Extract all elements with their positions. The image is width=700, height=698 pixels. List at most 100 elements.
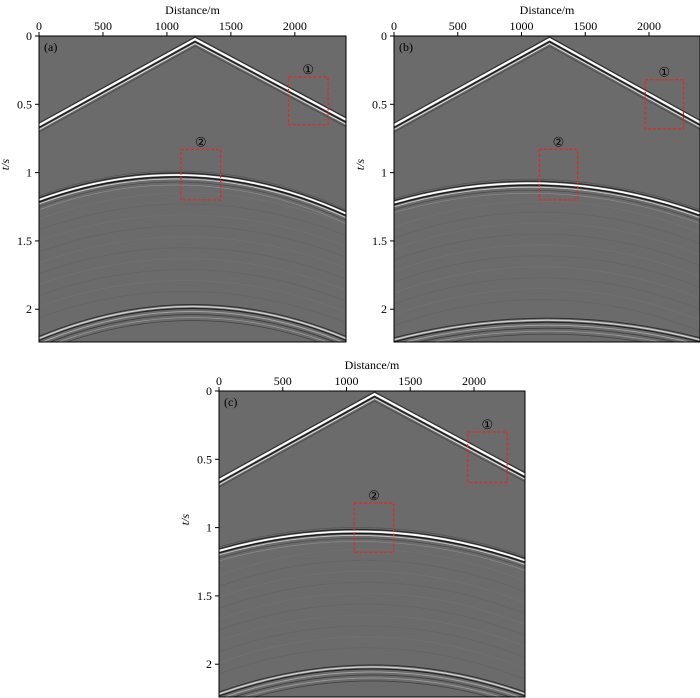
background-noise-wavelet bbox=[219, 614, 525, 647]
x-tick-label: 1000 bbox=[155, 19, 179, 33]
y-tick-label: 1 bbox=[206, 521, 212, 535]
background-noise-wavelet bbox=[394, 200, 700, 234]
y-tick-label: 0.5 bbox=[372, 97, 387, 111]
plot-frame bbox=[218, 390, 526, 698]
panel-a: ①②(a)0 500 1000 1500 2000Distance/m00.511.52… bbox=[0, 3, 347, 343]
plot-frame bbox=[38, 35, 347, 343]
y-tick-label: 1 bbox=[26, 166, 32, 180]
x-tick-label: 2000 bbox=[637, 19, 661, 33]
direct-wave-event bbox=[394, 36, 700, 124]
reflection-event-2 bbox=[223, 671, 521, 697]
direct-wave-event bbox=[394, 37, 700, 127]
reflection-event-2 bbox=[57, 317, 328, 342]
background-noise-wavelet bbox=[39, 247, 346, 280]
highlight-box-2 bbox=[353, 502, 395, 553]
panel-c: ①②(c)0 500 1000 1500 2000Distance/m00.511.52… bbox=[178, 358, 526, 698]
background-noise-wavelet bbox=[219, 603, 525, 636]
highlight-box-2 bbox=[538, 148, 579, 201]
reflection-event-2 bbox=[232, 674, 512, 697]
reflection-event-2 bbox=[394, 321, 700, 342]
reflection-event-1 bbox=[219, 535, 525, 565]
y-tick-label: 1.5 bbox=[372, 234, 387, 248]
background-noise-wavelet bbox=[39, 269, 346, 302]
x-tick-label: 500 bbox=[274, 374, 292, 388]
direct-wave-event bbox=[39, 43, 346, 131]
background-noise-wavelet bbox=[39, 291, 346, 324]
reflection-event-1 bbox=[219, 530, 525, 562]
y-tick-label: 1 bbox=[381, 166, 387, 180]
direct-wave-event bbox=[39, 45, 346, 133]
direct-wave-event bbox=[394, 43, 700, 131]
x-tick-label: 0 bbox=[36, 19, 42, 33]
y-axis-label: t/s bbox=[353, 159, 367, 171]
background-noise-wavelet bbox=[219, 636, 525, 669]
reflection-event-2 bbox=[39, 304, 346, 337]
y-tick-label: 0 bbox=[206, 384, 212, 398]
reflection-event-2 bbox=[394, 319, 700, 341]
reflection-event-2 bbox=[242, 677, 502, 697]
x-tick-label: 2000 bbox=[462, 374, 486, 388]
direct-wave-event bbox=[219, 392, 525, 482]
reflection-event-1 bbox=[219, 532, 525, 564]
highlight-box-2 bbox=[180, 148, 222, 201]
background-noise-wavelet bbox=[394, 233, 700, 266]
background-noise-wavelet bbox=[39, 236, 346, 269]
x-axis-label: Distance/m bbox=[165, 3, 220, 17]
reflection-event-2 bbox=[394, 317, 700, 339]
direct-wave-event bbox=[219, 391, 525, 479]
x-tick-label: 1000 bbox=[510, 19, 534, 33]
reflection-event-1 bbox=[39, 170, 346, 210]
reflection-event-1 bbox=[39, 174, 346, 215]
background-noise-wavelet bbox=[219, 625, 525, 658]
reflection-event-2 bbox=[219, 664, 525, 693]
reflection-event-2 bbox=[49, 314, 336, 342]
direct-wave-event bbox=[39, 37, 346, 127]
reflection-event-2 bbox=[41, 311, 344, 342]
direct-wave-event bbox=[219, 398, 525, 486]
reflection-event-1 bbox=[394, 189, 700, 221]
reflection-event-1 bbox=[394, 192, 700, 224]
reflection-event-1 bbox=[39, 176, 346, 217]
reflection-event-1 bbox=[39, 178, 346, 218]
y-tick-label: 2 bbox=[381, 302, 387, 316]
reflection-event-1 bbox=[394, 178, 700, 210]
direct-wave-event bbox=[219, 395, 525, 484]
background-noise-wavelet bbox=[39, 258, 346, 291]
reflection-event-2 bbox=[219, 668, 525, 697]
y-tick-label: 1.5 bbox=[17, 234, 32, 248]
background-noise-wavelet bbox=[39, 225, 346, 258]
reflection-event-1 bbox=[394, 180, 700, 213]
background-noise-wavelet bbox=[39, 280, 346, 313]
background-noise-wavelet bbox=[394, 244, 700, 277]
reflection-event-2 bbox=[252, 680, 492, 697]
x-tick-label: 2000 bbox=[283, 19, 307, 33]
background-noise-wavelet bbox=[394, 288, 700, 321]
y-tick-label: 0.5 bbox=[197, 452, 212, 466]
reflection-event-1 bbox=[394, 186, 700, 219]
reflection-event-2 bbox=[416, 327, 678, 342]
highlight-box-label: ① bbox=[658, 65, 670, 80]
reflection-event-1 bbox=[219, 528, 525, 559]
panel-label: (a) bbox=[44, 40, 57, 54]
x-tick-label: 0 bbox=[216, 374, 222, 388]
x-tick-label: 500 bbox=[94, 19, 112, 33]
panel-label: (c) bbox=[224, 395, 237, 409]
y-tick-label: 2 bbox=[26, 302, 32, 316]
highlight-box-label: ② bbox=[195, 134, 207, 149]
direct-wave-event bbox=[39, 40, 346, 129]
background-noise-wavelet bbox=[219, 549, 525, 582]
y-tick-label: 1.5 bbox=[197, 589, 212, 603]
direct-wave-event bbox=[394, 40, 700, 129]
reflection-event-1 bbox=[394, 184, 700, 217]
y-axis-label: t/s bbox=[0, 159, 12, 171]
background-noise-wavelet bbox=[219, 570, 525, 604]
x-tick-label: 0 bbox=[391, 19, 397, 33]
reflection-event-1 bbox=[219, 538, 525, 568]
reflection-event-1 bbox=[219, 527, 525, 557]
background-noise-wavelet bbox=[394, 222, 700, 255]
x-tick-label: 1500 bbox=[573, 19, 597, 33]
background-noise-wavelet bbox=[219, 647, 525, 680]
highlight-box-label: ① bbox=[482, 417, 494, 432]
reflection-event-1 bbox=[39, 172, 346, 213]
reflection-event-1 bbox=[39, 181, 346, 221]
